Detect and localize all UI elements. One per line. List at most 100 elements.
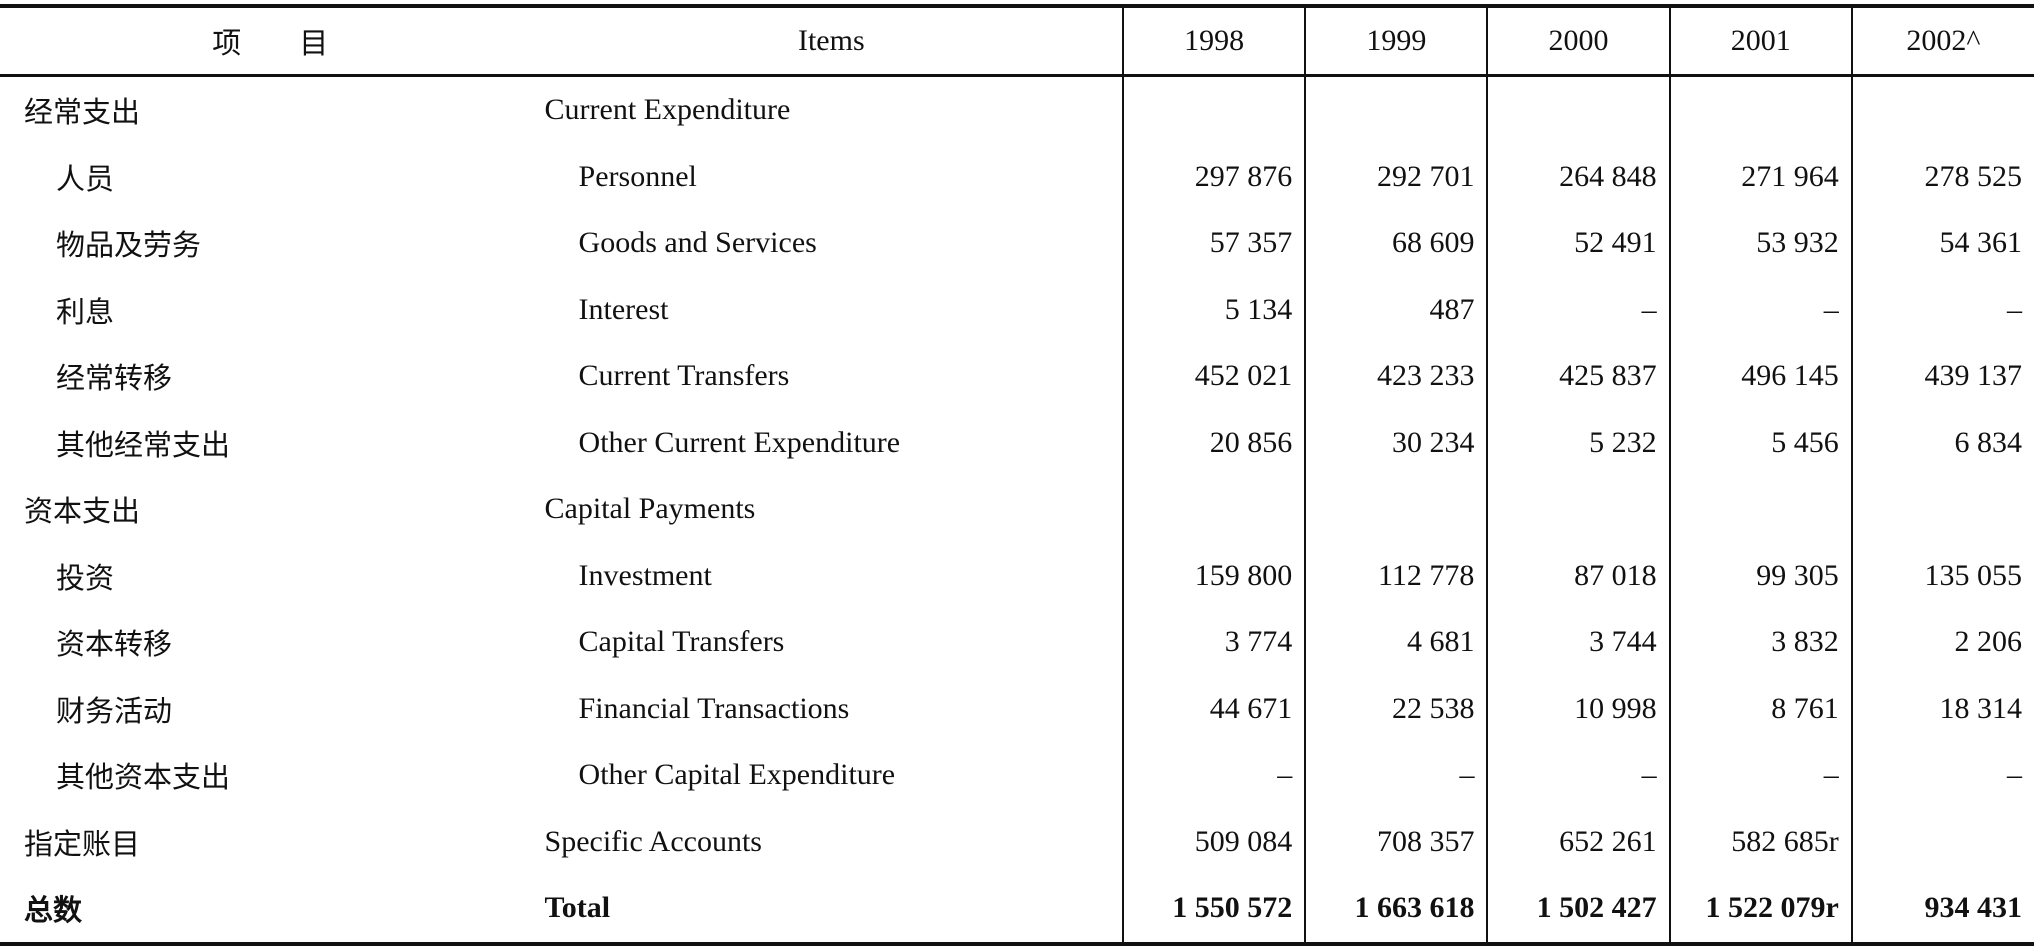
table-row: 经常支出 Current Expenditure (0, 75, 2034, 144)
value-cell: 1 550 572 (1122, 875, 1306, 946)
value-cell (1850, 75, 2034, 144)
value-cell: 439 137 (1850, 343, 2034, 410)
row-label-zh: 物品及劳务 (56, 228, 202, 263)
value-cell: – (1304, 742, 1488, 809)
value-cell: 6 834 (1850, 409, 2034, 476)
row-label-zh: 资本转移 (56, 627, 173, 662)
row-label-zh: 经常支出 (24, 95, 141, 130)
expenditure-table: 项 目 Items 1998 1999 2000 2001 2002^ 经常支出… (0, 4, 2034, 946)
table-body: 经常支出 Current Expenditure 人员 Personnel 297 87… (0, 75, 2034, 946)
value-cell (1850, 476, 2034, 543)
value-cell: 652 261 (1486, 808, 1670, 875)
header-year: 1999 (1304, 4, 1488, 77)
value-cell: 112 778 (1304, 542, 1488, 609)
value-cell: 1 522 079r (1668, 875, 1852, 946)
value-cell: 99 305 (1668, 542, 1852, 609)
value-cell: 5 232 (1486, 409, 1670, 476)
value-cell: 68 609 (1304, 210, 1488, 277)
value-cell: 30 234 (1304, 409, 1488, 476)
value-cell (1486, 75, 1670, 144)
table-row: 经常转移 Current Transfers 452 021 423 233 425 8… (0, 343, 2034, 410)
value-cell: 425 837 (1486, 343, 1670, 410)
value-cell: – (1486, 276, 1670, 343)
value-cell: 708 357 (1304, 808, 1488, 875)
row-label-zh: 经常转移 (56, 361, 173, 396)
value-cell (1122, 75, 1306, 144)
row-label-zh: 其他资本支出 (56, 760, 231, 795)
row-label-zh: 指定账目 (24, 826, 141, 861)
row-label-en: Capital Payments (544, 492, 756, 526)
value-cell: 18 314 (1850, 675, 2034, 742)
row-label-zh: 资本支出 (24, 494, 141, 529)
row-label-zh: 投资 (56, 560, 115, 595)
table-row: 财务活动 Financial Transactions 44 671 22 538 10… (0, 675, 2034, 742)
table-row: 资本转移 Capital Transfers 3 774 4 681 3 744 3 83… (0, 609, 2034, 676)
value-cell: 10 998 (1486, 675, 1670, 742)
value-cell: 509 084 (1122, 808, 1306, 875)
value-cell: 57 357 (1122, 210, 1306, 277)
table-row: 其他经常支出 Other Current Expenditure 20 856 30 … (0, 409, 2034, 476)
value-cell: 22 538 (1304, 675, 1488, 742)
row-label-en: Other Capital Expenditure (578, 758, 896, 792)
value-cell: 53 932 (1668, 210, 1852, 277)
value-cell: 452 021 (1122, 343, 1306, 410)
value-cell: 135 055 (1850, 542, 2034, 609)
value-cell: – (1850, 276, 2034, 343)
value-cell: 159 800 (1122, 542, 1306, 609)
table-row-total: 总数 Total 1 550 572 1 663 618 1 502 427 1 522 … (0, 875, 2034, 946)
row-label-en: Current Expenditure (544, 93, 791, 127)
value-cell: – (1122, 742, 1306, 809)
value-cell: 52 491 (1486, 210, 1670, 277)
table-row: 资本支出 Capital Payments (0, 476, 2034, 543)
value-cell (1668, 75, 1852, 144)
value-cell: 292 701 (1304, 143, 1488, 210)
value-cell (1304, 75, 1488, 144)
value-cell: 1 502 427 (1486, 875, 1670, 946)
header-items-en: Items (540, 4, 1124, 77)
table-row: 利息 Interest 5 134 487– – – (0, 276, 2034, 343)
row-label-en: Total (540, 875, 1124, 946)
value-cell (1850, 808, 2034, 875)
row-label-en: Investment (578, 558, 712, 592)
table-row: 人员 Personnel 297 876 292 701 264 848 271 964 2… (0, 143, 2034, 210)
row-label-en: Goods and Services (578, 226, 817, 260)
value-cell: 5 134 (1122, 276, 1306, 343)
value-cell: – (1486, 742, 1670, 809)
value-cell: 2 206 (1850, 609, 2034, 676)
value-cell: – (1668, 742, 1852, 809)
row-label-en: Specific Accounts (544, 824, 762, 858)
value-cell: 934 431 (1850, 875, 2034, 946)
value-cell: 54 361 (1850, 210, 2034, 277)
value-cell: 3 774 (1122, 609, 1306, 676)
row-label-zh: 其他经常支出 (56, 427, 231, 462)
value-cell: 8 761 (1668, 675, 1852, 742)
value-cell (1668, 476, 1852, 543)
row-label-en: Capital Transfers (578, 625, 785, 659)
row-label-zh: 总数 (0, 875, 541, 946)
value-cell (1486, 476, 1670, 543)
table-row: 指定账目 Specific Accounts 509 084 708 357 652 2… (0, 808, 2034, 875)
header-year: 2001 (1668, 4, 1852, 77)
header-items-zh: 项 目 (0, 4, 541, 77)
value-cell: 87 018 (1486, 542, 1670, 609)
value-cell: 3 744 (1486, 609, 1670, 676)
value-cell: 582 685r (1668, 808, 1852, 875)
value-cell: – (1850, 742, 2034, 809)
value-cell: 271 964 (1668, 143, 1852, 210)
row-label-en: Financial Transactions (578, 691, 850, 725)
value-cell: 44 671 (1122, 675, 1306, 742)
value-cell: 3 832 (1668, 609, 1852, 676)
value-cell: 264 848 (1486, 143, 1670, 210)
row-label-en: Current Transfers (578, 359, 790, 393)
value-cell (1304, 476, 1488, 543)
table-row: 投资 Investment 159 800 112 778 87 018 99 305 13… (0, 542, 2034, 609)
row-label-en: Personnel (578, 159, 697, 193)
table-row: 其他资本支出 Other Capital Expenditure – – – – – (0, 742, 2034, 809)
table-header-row: 项 目 Items 1998 1999 2000 2001 2002^ (0, 4, 2034, 77)
header-year: 2000 (1486, 4, 1670, 77)
row-label-en: Interest (578, 292, 669, 326)
row-label-zh: 财务活动 (56, 693, 173, 728)
value-cell: 278 525 (1850, 143, 2034, 210)
header-year: 2002^ (1850, 4, 2034, 77)
value-cell (1122, 476, 1306, 543)
